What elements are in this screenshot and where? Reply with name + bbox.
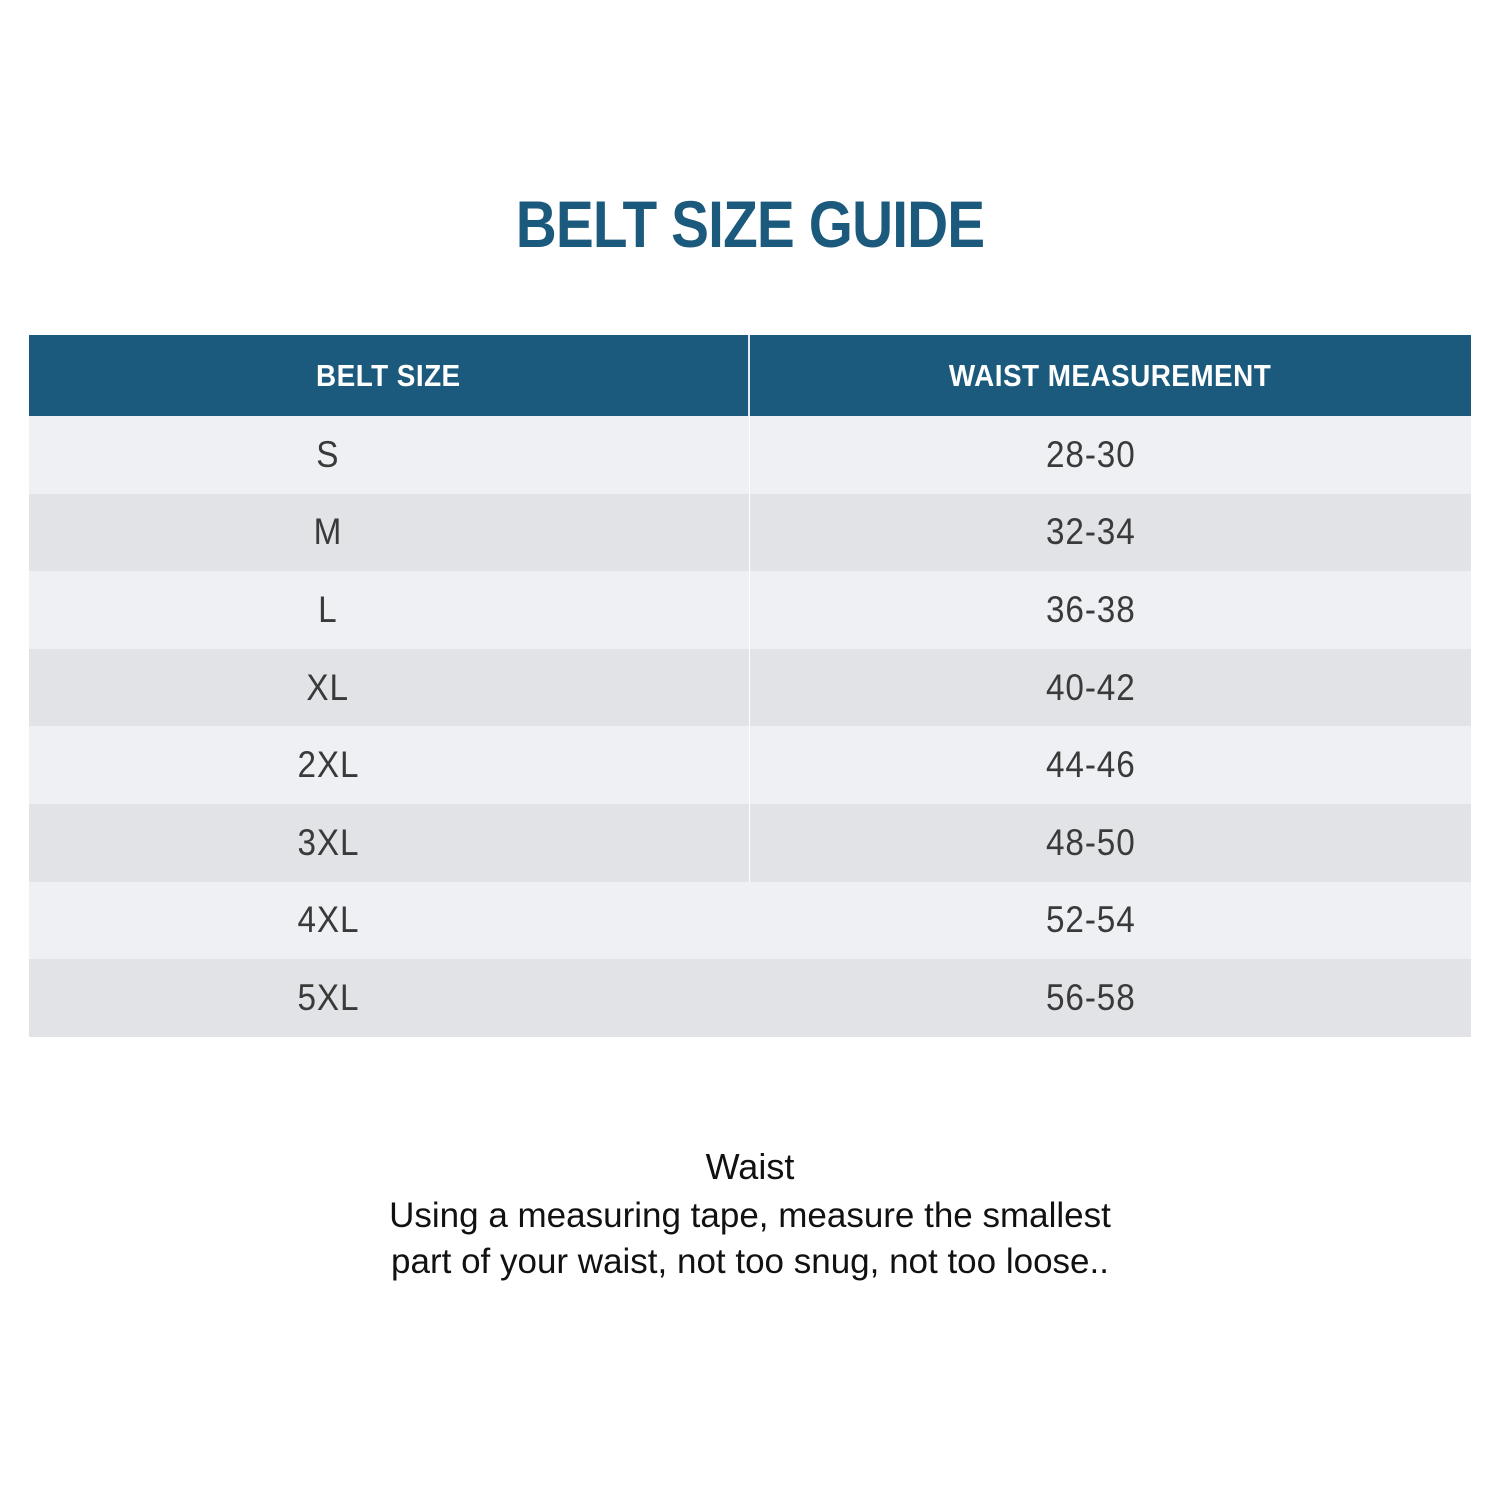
waist-cell: 32-34 <box>750 494 1471 572</box>
header-belt-size-label: BELT SIZE <box>316 357 461 393</box>
waist-cell: 52-54 <box>750 882 1471 960</box>
table-header: BELT SIZE WAIST MEASUREMENT <box>29 335 1471 416</box>
table-row: 5XL 56-58 <box>29 959 1471 1037</box>
waist-value: 32-34 <box>1045 511 1136 553</box>
belt-size-value: XL <box>306 666 350 708</box>
waist-value: 36-38 <box>1045 588 1136 630</box>
header-belt-size: BELT SIZE <box>29 335 750 416</box>
size-table: BELT SIZE WAIST MEASUREMENT S 28-30 M 32… <box>29 335 1471 1037</box>
waist-value: 28-30 <box>1045 433 1136 475</box>
waist-value: 56-58 <box>1045 976 1136 1018</box>
belt-size-cell: 3XL <box>29 803 750 882</box>
waist-value: 44-46 <box>1045 744 1136 786</box>
measuring-instructions: Waist Using a measuring tape, measure th… <box>0 1145 1500 1285</box>
waist-cell: 48-50 <box>750 804 1471 882</box>
belt-size-cell: 5XL <box>29 959 750 1037</box>
instructions-body: Using a measuring tape, measure the smal… <box>389 1196 1111 1281</box>
belt-size-value: M <box>313 511 343 553</box>
table-row: 3XL 48-50 <box>29 803 1471 882</box>
belt-size-value: 2XL <box>297 744 359 786</box>
waist-value: 52-54 <box>1045 899 1136 941</box>
waist-value: 48-50 <box>1045 821 1136 863</box>
waist-value: 40-42 <box>1045 666 1136 708</box>
header-waist-measurement: WAIST MEASUREMENT <box>750 335 1471 416</box>
belt-size-value: 5XL <box>297 976 360 1018</box>
table-row: XL 40-42 <box>29 648 1471 727</box>
waist-cell: 28-30 <box>750 416 1471 494</box>
belt-size-cell: 2XL <box>29 726 750 804</box>
table-row: S 28-30 <box>29 416 1471 494</box>
belt-size-value: L <box>318 588 338 630</box>
belt-size-cell: XL <box>29 648 750 727</box>
waist-cell: 40-42 <box>750 649 1471 727</box>
page-title: BELT SIZE GUIDE <box>515 187 985 261</box>
belt-size-cell: 4XL <box>29 882 750 960</box>
belt-size-value: 3XL <box>297 821 359 863</box>
table-row: M 32-34 <box>29 493 1471 572</box>
belt-size-value: S <box>316 433 340 475</box>
waist-cell: 56-58 <box>750 959 1471 1037</box>
waist-cell: 36-38 <box>750 571 1471 649</box>
belt-size-cell: L <box>29 571 750 649</box>
belt-size-value: 4XL <box>297 899 360 941</box>
waist-cell: 44-46 <box>750 726 1471 804</box>
belt-size-cell: S <box>29 416 750 494</box>
header-waist-measurement-label: WAIST MEASUREMENT <box>949 357 1272 393</box>
table-row: 2XL 44-46 <box>29 726 1471 804</box>
table-row: L 36-38 <box>29 571 1471 649</box>
instructions-heading: Waist <box>705 1146 795 1187</box>
belt-size-cell: M <box>29 493 750 572</box>
table-row: 4XL 52-54 <box>29 881 1471 960</box>
